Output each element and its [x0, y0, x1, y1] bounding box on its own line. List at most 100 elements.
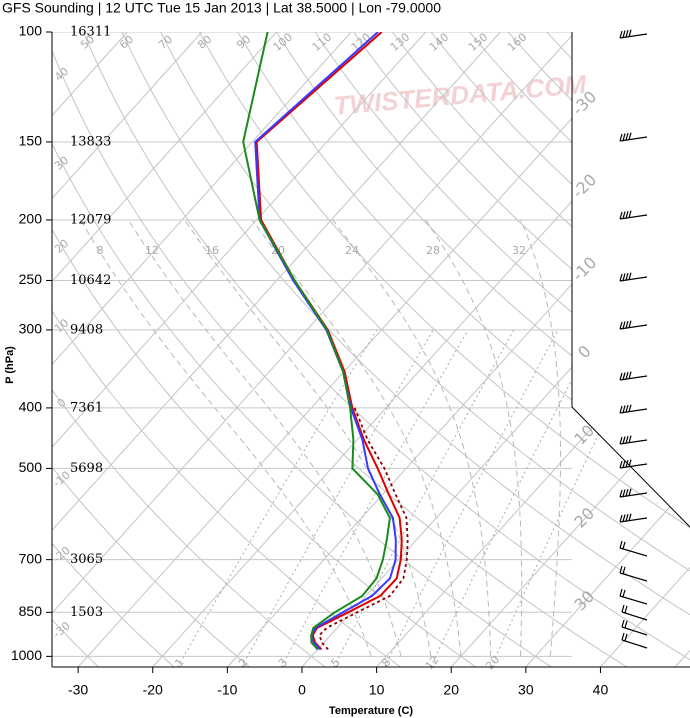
barb-flag — [622, 541, 626, 550]
barb-flag — [622, 589, 626, 598]
barb-flag — [622, 514, 626, 522]
isotherm — [77, 32, 650, 667]
barb-flag — [624, 633, 628, 642]
isotherm — [52, 32, 352, 667]
barb-flag — [619, 405, 623, 414]
y-tick-label: 850 — [19, 603, 43, 619]
isotherm — [52, 32, 203, 667]
barb-staff — [621, 611, 648, 621]
barb-flag — [619, 211, 623, 220]
height-label: 10642 — [70, 273, 111, 288]
barb-staff — [619, 375, 648, 381]
barb-flag — [619, 540, 623, 549]
isotherm — [52, 32, 427, 667]
mixing-ratio-line — [280, 329, 469, 667]
barb-flag — [625, 404, 629, 413]
barb-flag — [628, 371, 632, 379]
barb-flag — [622, 405, 626, 413]
dry-adiabat — [82, 32, 690, 667]
dry-adiabat — [160, 32, 690, 667]
barb-flag — [622, 460, 626, 468]
barb-flag — [619, 489, 623, 498]
barb-flag — [619, 273, 623, 282]
y-tick-label: 200 — [19, 211, 43, 227]
x-tick-label: 40 — [593, 682, 609, 698]
barb-flag — [622, 489, 626, 497]
barb-flag — [619, 514, 623, 523]
y-tick-label: 700 — [19, 550, 43, 566]
barb-staff — [619, 276, 648, 282]
height-label: 5698 — [70, 461, 103, 476]
moist-adiabat-label: 12 — [145, 244, 159, 257]
x-tick-label: 20 — [443, 682, 459, 698]
barb-flag — [628, 132, 632, 140]
barb-flag — [622, 133, 626, 141]
barb-flag — [622, 372, 626, 380]
barb-staff — [619, 595, 648, 605]
dry-adiabat — [237, 32, 690, 667]
moist-adiabat — [184, 219, 432, 657]
moist-adiabat — [80, 219, 372, 657]
barb-flag — [625, 459, 629, 468]
plot-boundary — [571, 32, 690, 528]
barb-staff — [619, 517, 648, 523]
isotherm — [450, 32, 690, 667]
dry-adiabat — [52, 32, 628, 667]
barb-flag — [619, 565, 623, 574]
barb-staff — [619, 492, 648, 498]
barb-flag — [622, 273, 626, 281]
barb-flag — [622, 321, 626, 329]
y-tick-label: 300 — [19, 321, 43, 337]
mixing-ratio-line — [490, 329, 651, 667]
barb-flag — [628, 210, 632, 218]
barb-flag — [625, 29, 629, 38]
barb-flag — [625, 371, 629, 380]
moist-adiabat-label: 16 — [205, 244, 219, 257]
barb-staff — [621, 639, 648, 649]
wind-barbs — [619, 29, 648, 649]
mixing-ratio-line — [430, 329, 599, 667]
y-tick-label: 500 — [19, 459, 43, 475]
height-label: 7361 — [70, 400, 103, 415]
moist-adiabat — [425, 219, 523, 657]
barb-flag — [628, 459, 632, 467]
y-tick-label: 400 — [19, 399, 43, 415]
barb-flag — [619, 372, 623, 381]
x-tick-label: 0 — [298, 682, 306, 698]
barb-staff — [621, 626, 648, 636]
dry-adiabat — [121, 32, 690, 667]
x-axis-label: Temperature (C) — [329, 705, 413, 717]
isotherm — [52, 32, 501, 667]
barb-staff — [619, 324, 648, 330]
isotherm — [226, 32, 690, 667]
barb-staff — [619, 439, 648, 445]
barb-flag — [619, 30, 623, 39]
barb-flag — [625, 435, 629, 444]
mixing-ratio-line — [333, 329, 515, 667]
y-tick-label: 150 — [19, 133, 43, 149]
barb-staff — [619, 547, 648, 557]
barb-flag — [628, 29, 632, 37]
height-label: 3065 — [70, 552, 103, 567]
barb-flag — [619, 436, 623, 445]
barb-flag — [625, 488, 629, 497]
chart-title: GFS Sounding | 12 UTC Tue 15 Jan 2013 | … — [2, 0, 441, 16]
profile-line — [242, 32, 391, 651]
barb-flag — [622, 30, 626, 38]
x-tick-label: 10 — [369, 682, 385, 698]
dry-adiabat — [52, 32, 401, 667]
dry-adiabat — [52, 32, 99, 667]
barb-flag — [619, 588, 623, 597]
barb-flag — [625, 210, 629, 219]
moist-adiabat-label: 28 — [426, 244, 440, 257]
dry-adiabat — [52, 32, 477, 667]
barb-flag — [625, 132, 629, 141]
barb-flag — [628, 272, 632, 280]
height-label: 16311 — [70, 25, 111, 40]
barb-flag — [625, 513, 629, 522]
mixing-ratio-line — [241, 329, 434, 667]
barb-staff — [619, 33, 648, 39]
barb-flag — [621, 632, 625, 641]
